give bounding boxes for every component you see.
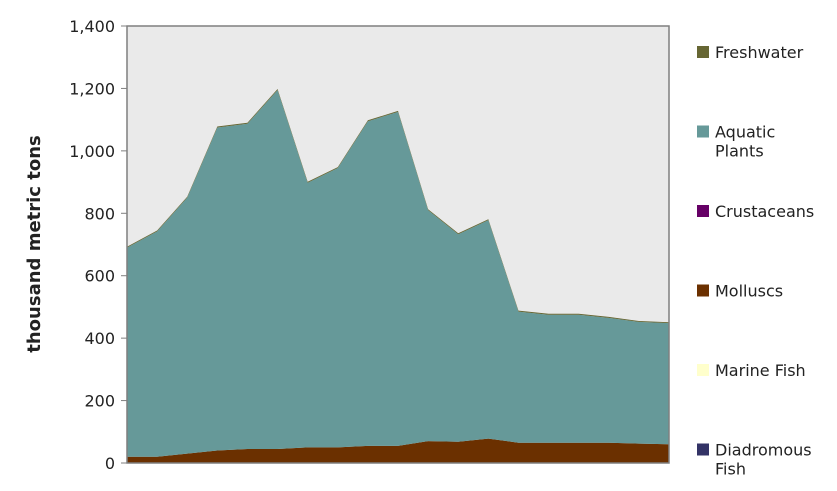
y-tick-label: 400 [84, 329, 115, 348]
series-areas [127, 89, 669, 463]
legend-label-diadromous-fish: Diadromous [715, 441, 812, 460]
area-aquatic-plants [127, 89, 669, 457]
legend-swatch-diadromous-fish [697, 443, 709, 456]
legend-label-marine-fish: Marine Fish [715, 361, 806, 380]
y-axis: 0 200 400 600 800 1,000 1,200 1,400 [69, 17, 127, 473]
y-tick-label: 600 [84, 267, 115, 286]
legend-label-diadromous-fish: Fish [715, 460, 746, 479]
legend-swatch-crustaceans [697, 205, 709, 217]
y-tick-label: 0 [105, 454, 115, 473]
y-tick-label: 200 [84, 392, 115, 411]
legend-swatch-freshwater [697, 46, 709, 58]
y-tick-label: 800 [84, 204, 115, 223]
legend-label-aquatic-plants: Plants [715, 142, 764, 161]
legend-swatch-marine-fish [697, 364, 709, 376]
legend-label-aquatic-plants: Aquatic [715, 123, 775, 142]
y-tick-label: 1,400 [69, 17, 115, 36]
legend-label-freshwater: Freshwater [715, 43, 804, 62]
y-axis-title: thousand metric tons [24, 135, 45, 352]
legend-label-molluscs: Molluscs [715, 282, 783, 301]
legend-swatch-aquatic-plants [697, 125, 709, 138]
area-molluscs [127, 438, 669, 463]
legend-swatch-molluscs [697, 284, 709, 297]
y-tick-label: 1,200 [69, 79, 115, 98]
plot-border [126, 25, 670, 464]
legend-label-crustaceans: Crustaceans [715, 202, 814, 221]
y-tick-label: 1,000 [69, 142, 115, 161]
